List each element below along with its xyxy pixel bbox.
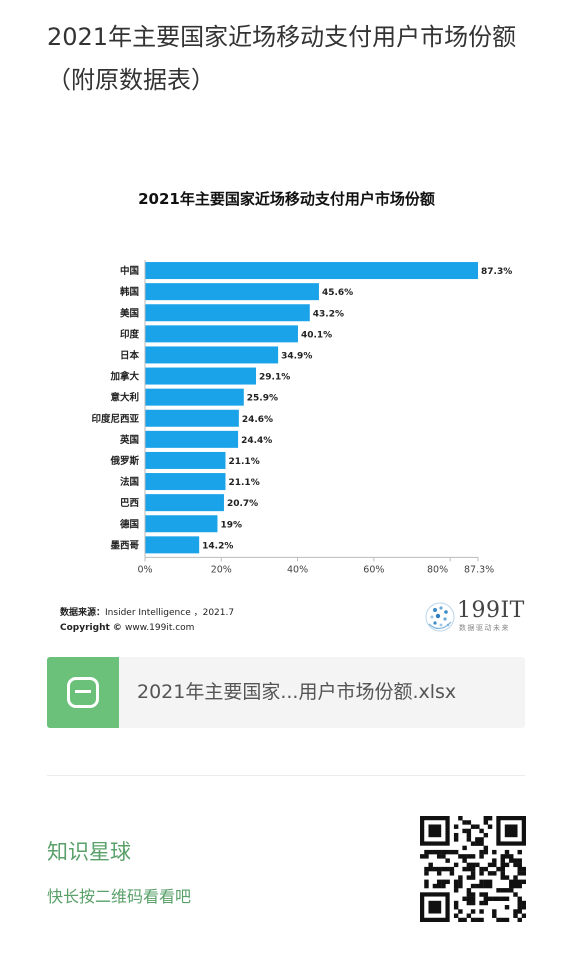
data-label: 21.1% — [228, 478, 259, 488]
data-label: 25.9% — [247, 394, 278, 404]
logo-text: 199IT — [457, 598, 525, 623]
data-label: 19% — [220, 520, 242, 530]
promo-title: 知识星球 — [47, 840, 131, 864]
bar — [145, 283, 319, 301]
data-label: 43.2% — [313, 309, 344, 319]
category-label: 印度尼西亚 — [91, 413, 139, 425]
data-label: 21.1% — [228, 457, 259, 467]
category-label: 意大利 — [110, 392, 139, 404]
bar — [145, 515, 218, 533]
data-label: 29.1% — [259, 373, 290, 383]
data-label: 24.6% — [242, 415, 273, 425]
spreadsheet-icon — [47, 657, 119, 728]
source-label: 数据来源： — [60, 608, 106, 618]
data-label: 40.1% — [301, 330, 332, 340]
logo-subtitle: 数据驱动未来 — [459, 624, 510, 632]
bar-chart: 中国 87.3% 韩国 45.6% 美国 43.2% 印度 40.1% 日本 34.9% 加拿大 29… — [91, 260, 512, 575]
category-label: 英国 — [120, 434, 139, 446]
category-label: 巴西 — [120, 498, 140, 509]
bar — [145, 536, 200, 554]
category-label: 墨西哥 — [110, 540, 139, 551]
bar — [145, 494, 224, 512]
bar — [145, 409, 239, 427]
data-label: 14.2% — [202, 541, 233, 551]
x-tick-label: 20% — [211, 564, 232, 575]
data-source: 数据来源：Insider Intelligence ，2021.7 Copyri… — [60, 606, 234, 636]
logo-199it: 199IT 数据驱动未来 — [423, 598, 533, 636]
category-label: 韩国 — [120, 286, 139, 298]
data-label: 20.7% — [227, 499, 258, 509]
divider — [47, 775, 525, 776]
bar — [145, 388, 244, 406]
chart-title: 2021年主要国家近场移动支付用户市场份额 — [138, 190, 435, 208]
source-text: Insider Intelligence ，2021.7 — [105, 608, 235, 618]
category-label: 日本 — [120, 349, 140, 361]
category-label: 俄罗斯 — [109, 455, 139, 467]
bar — [145, 346, 279, 364]
category-label: 印度 — [120, 328, 140, 340]
x-tick-label: 40% — [287, 564, 308, 575]
copyright-label: Copyright © — [60, 623, 126, 633]
bar — [145, 325, 298, 343]
category-label: 德国 — [120, 518, 139, 530]
category-label: 美国 — [119, 307, 139, 319]
x-tick-label: 87.3% — [464, 564, 494, 575]
x-tick-label: 80% — [427, 564, 448, 575]
x-tick-label: 0% — [137, 564, 152, 575]
data-label: 45.6% — [322, 288, 353, 298]
data-label: 34.9% — [281, 351, 312, 361]
page-title: 2021年主要国家近场移动支付用户市场份额（附原数据表） — [47, 23, 517, 94]
bar — [145, 451, 226, 469]
copyright-text: www.199it.com — [125, 623, 195, 633]
data-label: 24.4% — [241, 436, 272, 446]
data-label: 87.3% — [481, 267, 512, 277]
category-label: 法国 — [120, 476, 139, 488]
qr-code-icon[interactable] — [420, 816, 526, 922]
x-tick-label: 60% — [363, 564, 384, 575]
attachment-card[interactable]: 2021年主要国家...用户市场份额.xlsx — [47, 657, 525, 728]
bar — [145, 262, 478, 280]
globe-icon — [425, 602, 455, 632]
promo-subtitle: 快长按二维码看看吧 — [47, 887, 192, 906]
bar — [145, 367, 256, 385]
bar — [145, 304, 310, 322]
bar — [145, 473, 226, 491]
attachment-file-name: 2021年主要国家...用户市场份额.xlsx — [137, 681, 457, 703]
category-label: 中国 — [120, 265, 139, 277]
bar — [145, 430, 239, 448]
category-label: 加拿大 — [109, 371, 139, 383]
